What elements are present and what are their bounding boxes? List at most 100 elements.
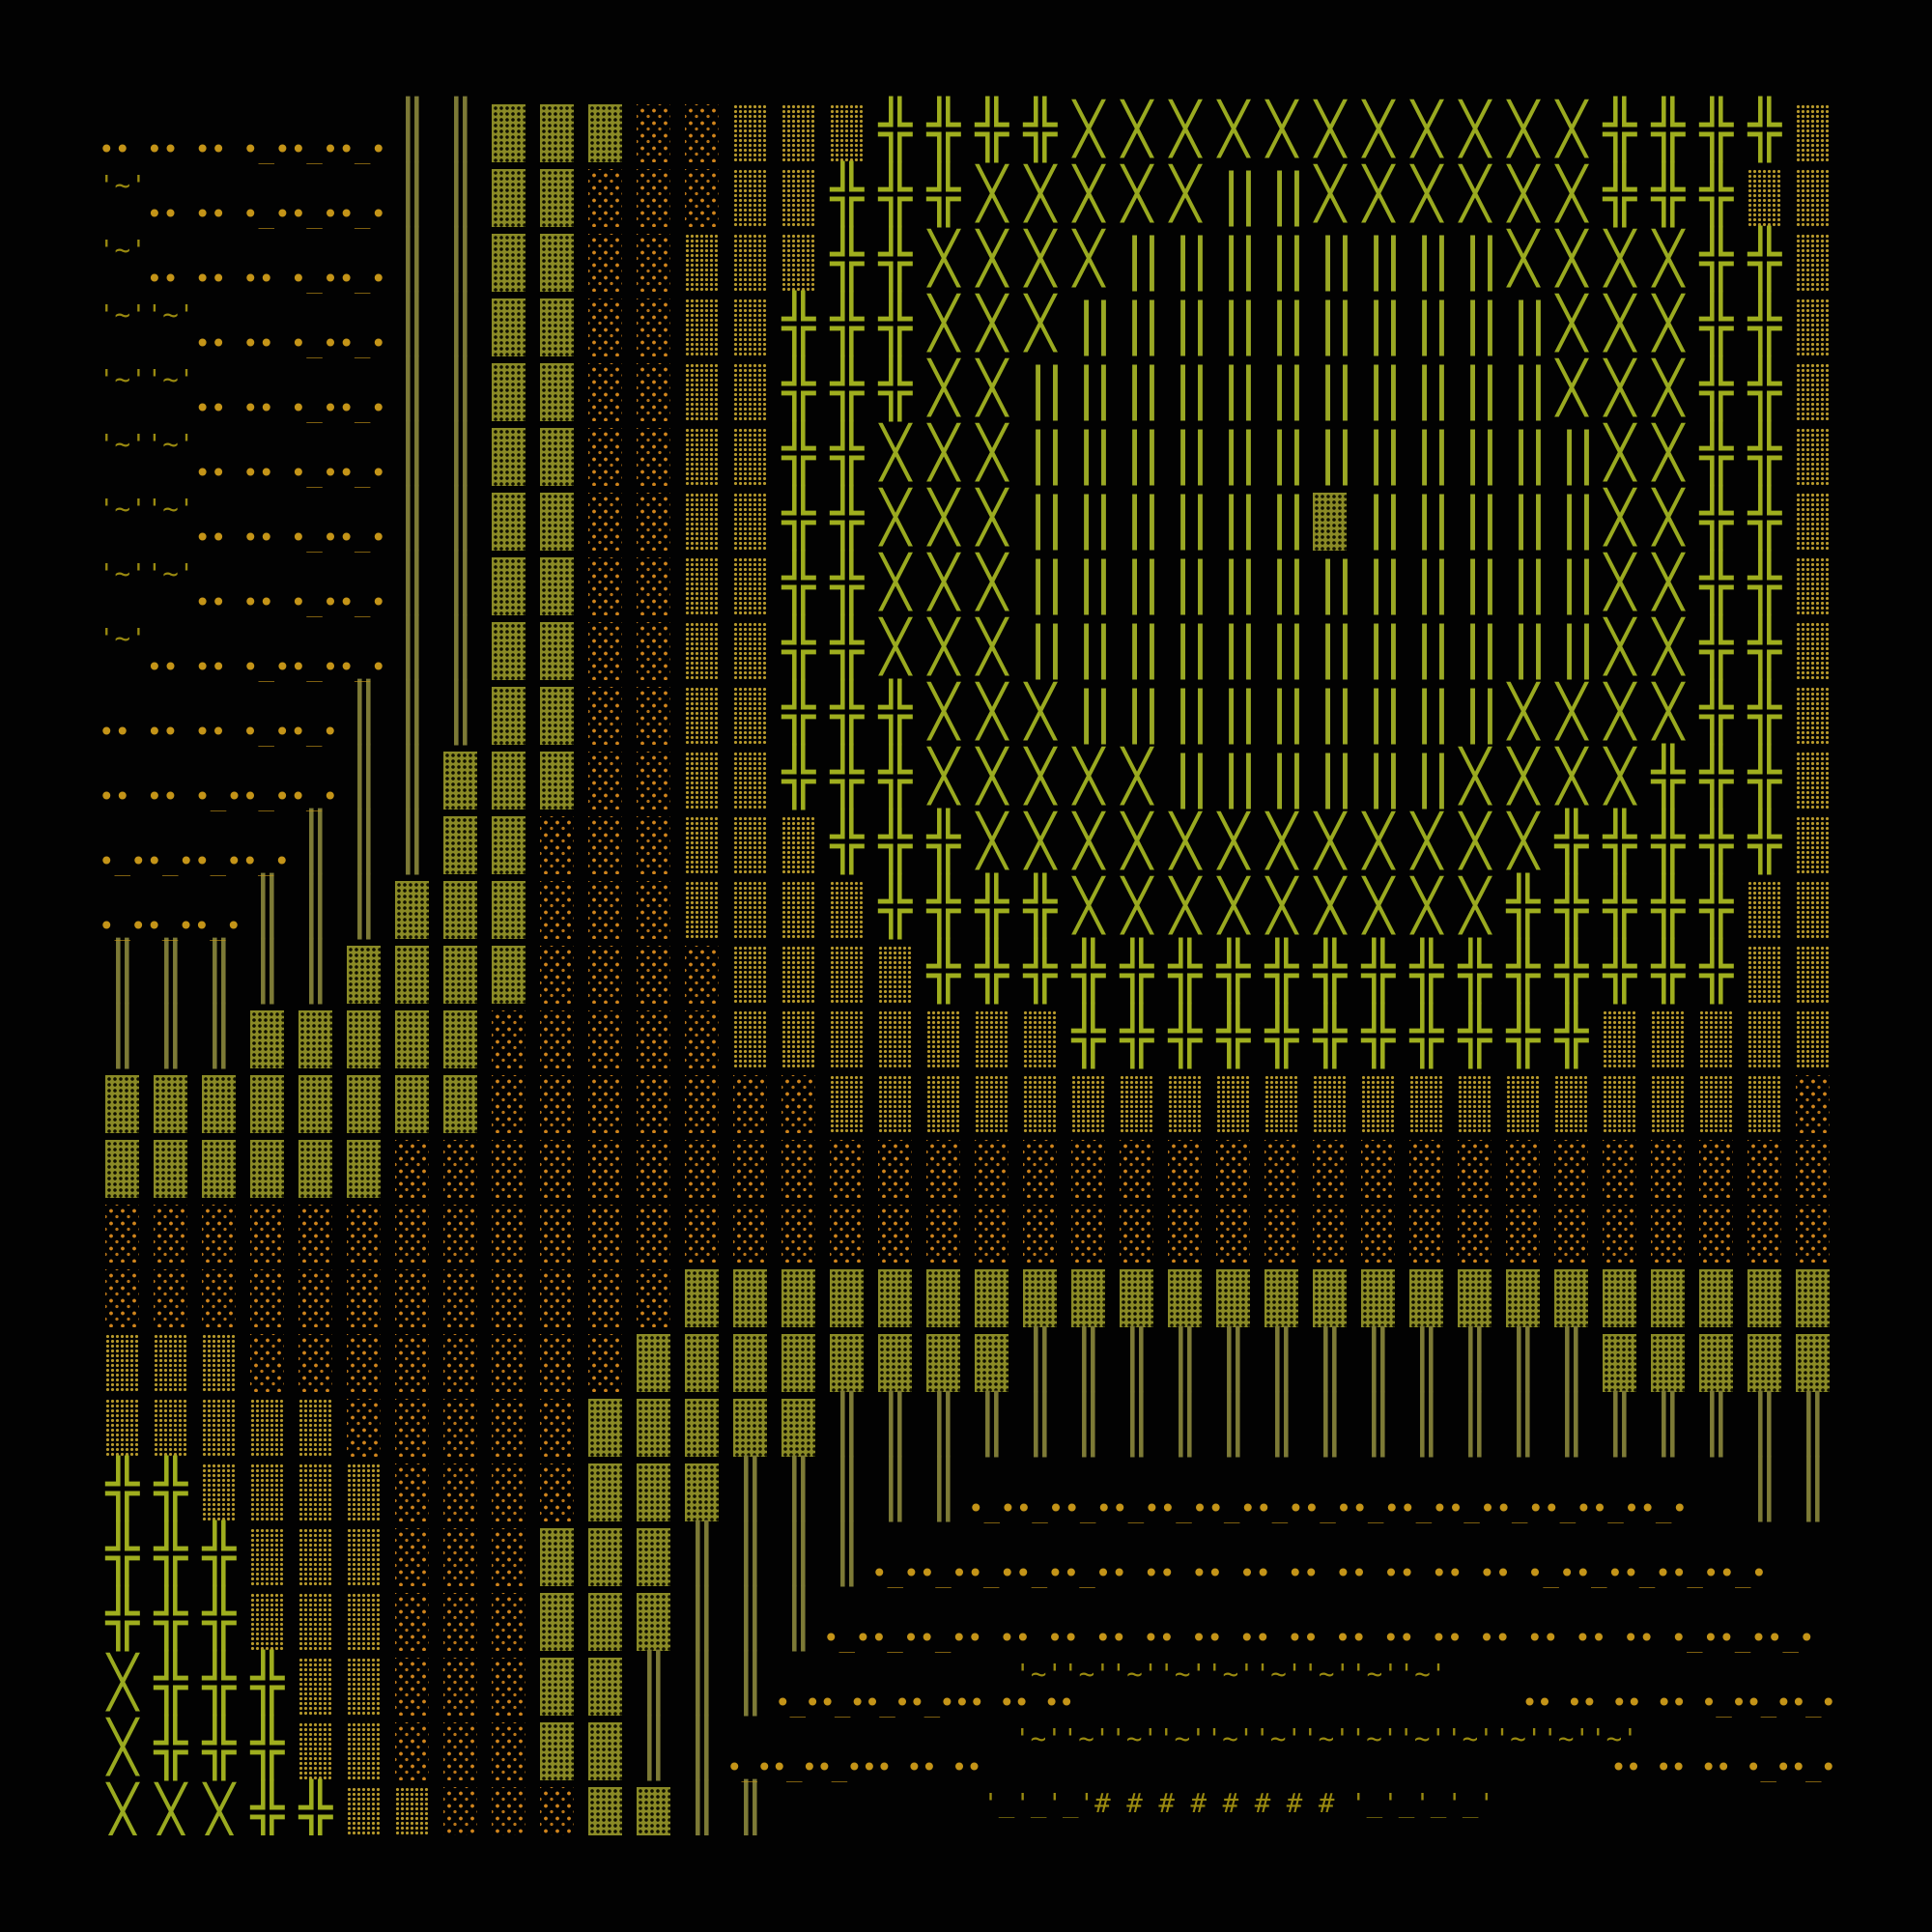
glyph-char: ║ <box>1264 1326 1299 1392</box>
shade-block <box>443 1205 477 1263</box>
glyph-cell-dense-shade <box>1306 482 1354 551</box>
glyph-cell-medium-shade <box>1789 547 1835 615</box>
glyph-char: ╬ <box>830 614 865 680</box>
glyph-cell-diagonal-cross: ╳ <box>920 547 968 611</box>
glyph-char: | | <box>1359 291 1410 356</box>
glyph-cell-double-cross: ╬ <box>823 353 871 417</box>
glyph-char: ╳ <box>1653 359 1684 417</box>
shade-block <box>492 428 526 486</box>
shade-block <box>637 1463 670 1521</box>
glyph-cell-light-shade <box>437 1647 485 1716</box>
glyph-cell-diagonal-cross: ╳ <box>1209 870 1258 935</box>
glyph-cell-medium-shade <box>775 94 823 162</box>
glyph-cell-diagonal-cross: ╳ <box>1016 223 1065 288</box>
shade-block <box>781 1269 815 1327</box>
shade-block <box>926 1205 960 1263</box>
shade-block <box>540 1010 574 1068</box>
shade-block <box>492 234 526 292</box>
glyph-cell-double-cross: ╬ <box>775 353 823 417</box>
glyph-char: ║ <box>443 550 478 615</box>
glyph-cell-double-cross: ╬ <box>871 676 920 741</box>
glyph-cell-diagonal-cross: ╳ <box>1548 223 1596 288</box>
shade-block <box>202 1463 236 1521</box>
shade-block <box>781 234 815 292</box>
glyph-cell-light-shade <box>195 1259 243 1327</box>
glyph-cell-light-shade <box>340 1323 388 1392</box>
shade-block <box>588 298 622 356</box>
shade-block <box>1796 1269 1830 1327</box>
glyph-cell-light-shade <box>1209 1129 1258 1198</box>
glyph-cell-diagonal-cross: ╳ <box>920 741 968 806</box>
glyph-char: | | <box>1552 614 1604 680</box>
glyph-cell-double-pipe: ║ <box>340 870 388 935</box>
glyph-cell-dense-shade <box>533 353 582 421</box>
glyph-cell-double-cross: ╬ <box>1644 806 1692 870</box>
glyph-cell-diagonal-cross: ╳ <box>1596 611 1644 676</box>
glyph-char: ║ <box>395 420 430 486</box>
glyph-char: | | <box>1166 614 1217 680</box>
glyph-cell-bar-pair: | | <box>1451 223 1507 288</box>
shade-block <box>1796 428 1830 486</box>
glyph-cell-light-shade <box>823 1129 871 1198</box>
shade-block <box>250 1269 284 1327</box>
glyph-cell-double-pipe: ║ <box>871 1388 920 1453</box>
glyph-char: ║ <box>637 1715 671 1780</box>
shade-block <box>492 298 526 356</box>
shade-block <box>202 1334 236 1392</box>
shade-block <box>588 946 622 1004</box>
glyph-cell-diagonal-cross: ╳ <box>1065 158 1113 223</box>
ascii-text-lower: •_••_••_•• •• •• •• •• •• •• •• •• •• ••… <box>823 1624 1815 1653</box>
glyph-cell-light-shade <box>485 1518 533 1586</box>
glyph-char: ╬ <box>202 1520 237 1586</box>
glyph-cell-bar-pair: | | <box>1209 482 1265 547</box>
glyph-char: ╬ <box>878 809 913 874</box>
glyph-cell-bar-pair: | | <box>1161 482 1217 547</box>
shade-block <box>878 1205 912 1263</box>
glyph-cell-diagonal-cross: ╳ <box>99 1647 147 1712</box>
glyph-char: ║ <box>1216 1391 1251 1457</box>
glyph-cell-light-shade <box>437 1194 485 1263</box>
glyph-char: ╳ <box>1508 165 1539 223</box>
shade-block <box>1023 1010 1057 1068</box>
glyph-cell-bar-pair: | | <box>1354 547 1410 611</box>
glyph-char: ╳ <box>880 554 911 611</box>
glyph-cell-light-shade <box>582 353 630 421</box>
glyph-char: | | <box>1166 291 1217 356</box>
glyph-cell-double-pipe: ║ <box>1065 1388 1113 1453</box>
shade-block <box>1361 1269 1395 1327</box>
glyph-char: ║ <box>1554 1391 1589 1457</box>
shade-block <box>685 298 719 356</box>
glyph-char: ║ <box>1506 1326 1541 1392</box>
shade-block <box>1216 1205 1250 1263</box>
glyph-char: ╳ <box>107 1654 138 1712</box>
glyph-cell-medium-shade <box>99 1388 147 1457</box>
glyph-cell-dense-shade <box>582 94 630 162</box>
shade-block <box>395 1528 429 1586</box>
glyph-char: ╬ <box>878 291 913 356</box>
glyph-char: ╬ <box>202 1715 237 1780</box>
glyph-cell-double-cross: ╬ <box>1113 935 1161 1000</box>
glyph-cell-medium-shade <box>340 1518 388 1586</box>
shade-block <box>1120 1269 1153 1327</box>
glyph-char: ╳ <box>1315 100 1346 158</box>
shade-block <box>492 1269 526 1327</box>
glyph-char: ╳ <box>1508 683 1539 741</box>
glyph-cell-bar-pair: | | <box>1113 288 1169 353</box>
glyph-cell-dense-shade <box>678 1453 726 1521</box>
shade-block <box>540 363 574 421</box>
glyph-cell-dense-shade <box>1596 1259 1644 1327</box>
glyph-cell-bar-pair: | | <box>1306 353 1362 417</box>
glyph-char: ╬ <box>250 1650 285 1716</box>
glyph-cell-medium-shade <box>1644 1000 1692 1068</box>
glyph-char: | | <box>1166 550 1217 615</box>
shade-block <box>443 1658 477 1716</box>
glyph-cell-light-shade <box>1403 1194 1451 1263</box>
glyph-cell-dense-shade <box>388 1000 437 1068</box>
shade-block <box>975 1205 1009 1263</box>
glyph-cell-light-shade <box>485 1776 533 1835</box>
glyph-char: ╬ <box>1023 938 1058 1004</box>
glyph-cell-double-cross: ╬ <box>823 288 871 353</box>
glyph-char: ╬ <box>1603 97 1637 162</box>
glyph-cell-diagonal-cross: ╳ <box>1596 741 1644 806</box>
shade-block <box>637 298 670 356</box>
